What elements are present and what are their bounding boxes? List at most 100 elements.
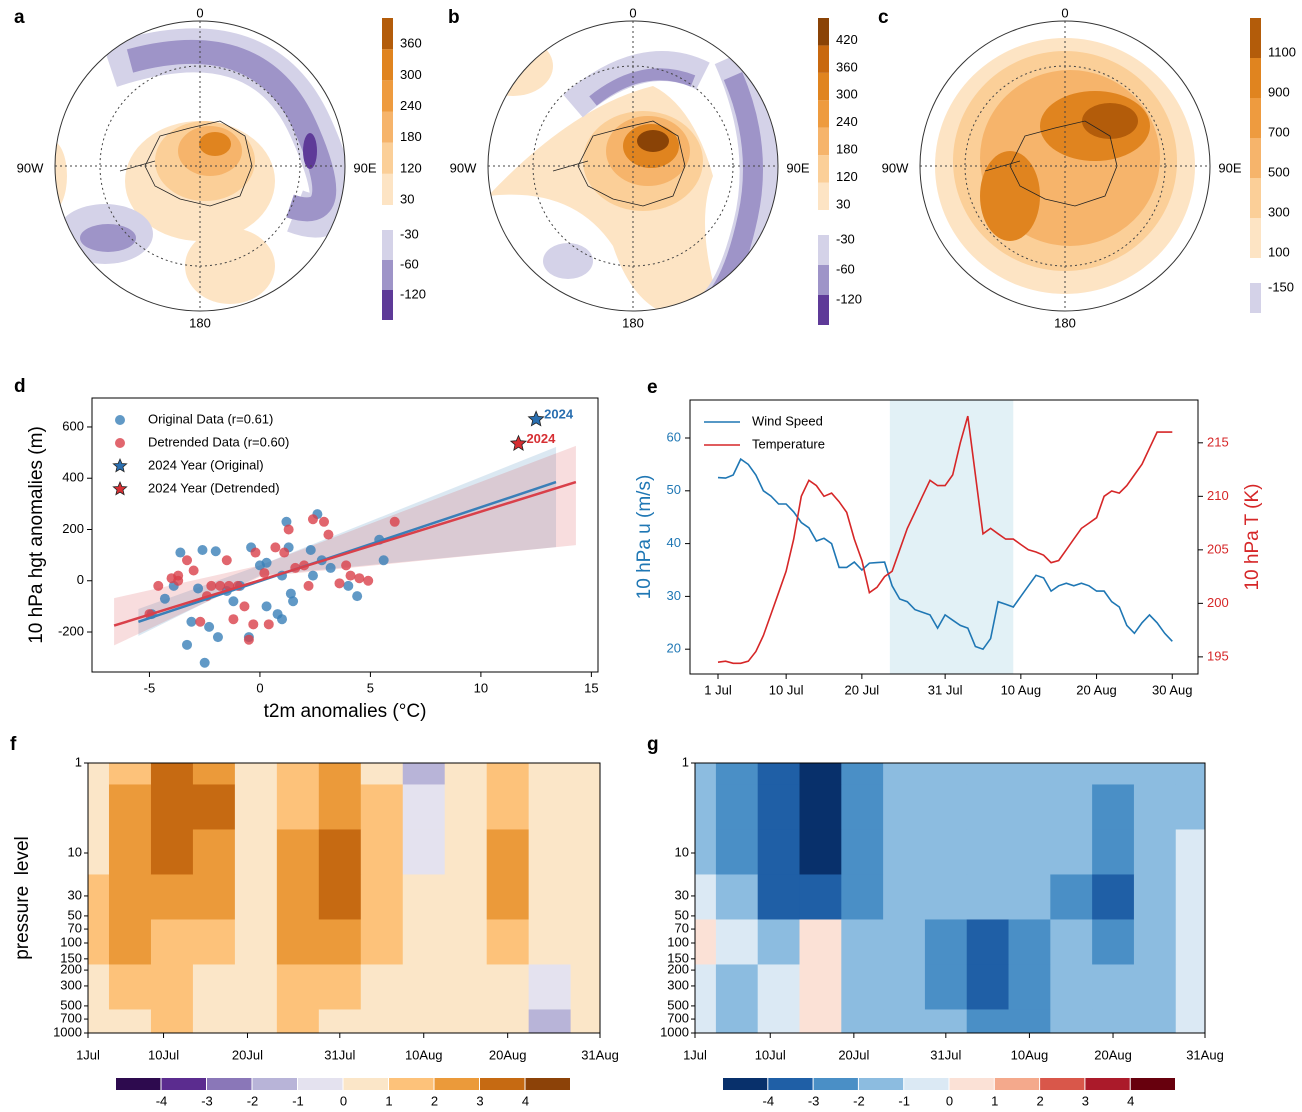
legend-label: Detrended Data (r=0.60) — [148, 434, 289, 449]
field-cell — [966, 964, 1010, 1010]
field-cell — [486, 763, 530, 785]
y-tick-label: 700 — [667, 1010, 689, 1025]
field-cell — [150, 919, 194, 965]
field-cell — [1092, 763, 1135, 785]
field-cell — [841, 763, 884, 785]
field-cell — [108, 829, 152, 875]
field-cell — [192, 919, 236, 965]
scatter-point — [188, 565, 199, 576]
field-cell — [276, 763, 320, 785]
field-cell — [88, 784, 110, 830]
scatter-point — [305, 544, 316, 555]
scatter-point — [323, 529, 334, 540]
colorbar-box — [1250, 58, 1261, 98]
colorbar-label: 30 — [400, 191, 414, 206]
coastline — [984, 120, 1118, 207]
field-cell — [88, 874, 110, 920]
colorbar-box — [382, 230, 393, 260]
field-cell — [1008, 874, 1051, 920]
colorbar-box — [161, 1078, 206, 1090]
colorbar-label: 300 — [1268, 204, 1290, 219]
scatter-point — [243, 634, 254, 645]
colorbar-box — [1085, 1078, 1130, 1090]
colorbar-label: 240 — [836, 114, 858, 129]
scatter-point — [277, 614, 288, 625]
map-axis-label: 0 — [1061, 5, 1068, 20]
panel-label: f — [10, 734, 17, 755]
field-cell — [402, 964, 446, 1010]
colorbar-box — [1250, 283, 1261, 313]
field-cell — [715, 964, 759, 1010]
map-field — [55, 21, 345, 311]
scatter-point — [319, 516, 330, 527]
field-cell — [528, 964, 572, 1010]
colorbar-box — [994, 1078, 1040, 1090]
field-cell — [799, 763, 842, 785]
field-cell — [924, 874, 968, 920]
colorbar-label: 300 — [400, 67, 422, 82]
y-tick-label: 30 — [667, 588, 681, 603]
map-border — [54, 20, 346, 312]
y-tick-label: -200 — [58, 623, 84, 638]
field-cell — [444, 874, 488, 920]
map-axis-label: 180 — [622, 315, 644, 330]
field-cell — [757, 1009, 801, 1034]
scatter-point — [206, 580, 217, 591]
colorbar-label: -30 — [836, 231, 855, 246]
field-cell — [570, 763, 601, 785]
confidence-band — [138, 446, 557, 636]
field-cell — [883, 874, 926, 920]
field-cell — [1092, 829, 1135, 875]
confidence-band — [114, 445, 576, 646]
colorbar-box — [382, 173, 393, 205]
field-cell — [528, 784, 572, 830]
y-tick-label: 500 — [667, 997, 689, 1012]
colorbar-box — [818, 127, 829, 156]
field-cell — [757, 964, 801, 1010]
legend-marker — [112, 480, 128, 496]
field-blob — [199, 132, 231, 156]
field-cell — [1050, 784, 1093, 830]
colorbar-box — [818, 45, 829, 73]
scatter-point — [228, 596, 239, 607]
field-cell — [1092, 919, 1135, 965]
field-cell — [276, 829, 320, 875]
colorbar-box — [382, 80, 393, 112]
field-cell — [192, 874, 236, 920]
y-tick-label: 50 — [68, 907, 82, 922]
field-cell — [108, 964, 152, 1010]
y-tick-label: 1000 — [660, 1024, 689, 1039]
colorbar-label: 500 — [1268, 164, 1290, 179]
field-cell — [799, 874, 842, 920]
map-field — [920, 21, 1210, 311]
y-tick-label: 700 — [60, 1010, 82, 1025]
panel-label: d — [14, 376, 26, 397]
scatter-point — [345, 570, 356, 581]
map-axis-label: 0 — [629, 5, 636, 20]
field-blob — [303, 133, 317, 169]
colorbar-box — [818, 235, 829, 265]
colorbar-box — [343, 1078, 388, 1090]
scatter-point — [270, 542, 281, 553]
field-cell — [318, 829, 362, 875]
field-cell — [883, 964, 926, 1010]
field-blob — [185, 228, 275, 304]
scatter-point — [221, 555, 232, 566]
fit-line — [113, 480, 577, 627]
field-cell — [234, 784, 278, 830]
colorbar-box — [1250, 138, 1261, 178]
field-cell — [841, 919, 884, 965]
scatter-point — [334, 578, 345, 589]
colorbar-label: -2 — [853, 1093, 865, 1108]
field-cell — [1092, 784, 1135, 830]
field-cell — [883, 763, 926, 785]
field-cell — [924, 784, 968, 830]
y-tick-label: 300 — [60, 977, 82, 992]
colorbar-label: 4 — [1127, 1093, 1134, 1108]
x-tick-label: 10 Jul — [769, 682, 804, 697]
colorbar-box — [382, 49, 393, 81]
field-cell — [402, 1009, 446, 1034]
field-cell — [88, 964, 110, 1010]
x-tick-label: 10Jul — [148, 1047, 179, 1062]
plot-frame — [694, 762, 1206, 1034]
